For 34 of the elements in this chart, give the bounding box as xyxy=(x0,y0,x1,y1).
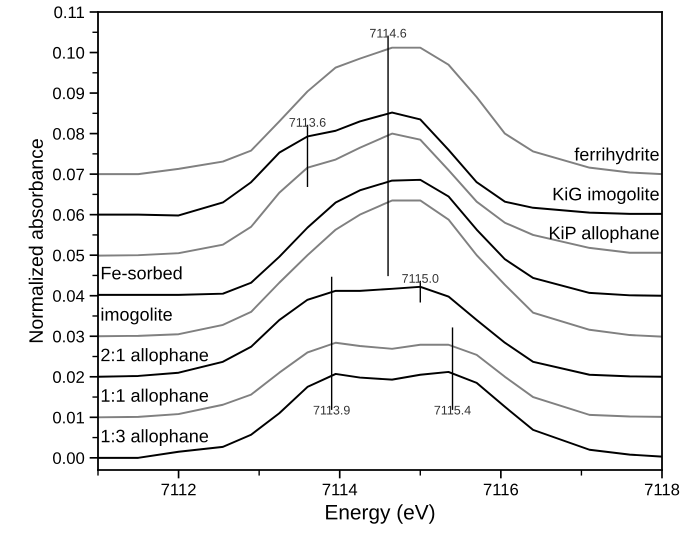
y-tick-label: 0.04 xyxy=(53,290,84,302)
annotation: 7114.6 xyxy=(370,28,406,38)
y-tick-label: 0.09 xyxy=(53,87,84,100)
y-axis-title: Normalized absorbance xyxy=(28,139,43,342)
y-tick-label: 0.11 xyxy=(54,6,84,18)
x-tick-label: 7114 xyxy=(322,484,358,496)
line-series xyxy=(98,132,662,257)
series-label: 1:3 allophane xyxy=(102,429,208,446)
series-label: Fe-sorbed xyxy=(102,266,182,280)
annotation: 7115.4 xyxy=(434,406,471,415)
y-tick-label: 0.07 xyxy=(53,168,84,180)
series-label: KiP allophane xyxy=(550,226,659,243)
x-axis-title: Energy (eV) xyxy=(326,504,434,524)
x-tick-label: 7116 xyxy=(484,484,518,496)
x-tick-label: 7112 xyxy=(162,484,196,496)
line-series xyxy=(98,46,662,176)
series-label: 1:1 allophane xyxy=(102,388,208,406)
annotation: 7113.9 xyxy=(314,406,350,415)
annotation: 7113.6 xyxy=(289,118,326,127)
y-tick-label: 0.02 xyxy=(53,371,84,383)
series-label: 2:1 allophane xyxy=(101,348,208,365)
y-tick-label: 0.01 xyxy=(53,412,84,424)
y-tick-label: 0.10 xyxy=(53,46,84,59)
line-series xyxy=(98,342,662,418)
y-tick-label: 0.05 xyxy=(53,250,84,262)
y-tick-label: 0.03 xyxy=(53,330,84,342)
series-label: imogolite xyxy=(102,308,172,324)
series-label: KiG imogolite xyxy=(554,187,659,204)
y-tick-label: 0.06 xyxy=(53,209,84,221)
y-tick-label: 0.00 xyxy=(53,452,84,464)
annotation: 7115.0 xyxy=(402,274,438,283)
y-tick-label: 0.08 xyxy=(53,128,84,140)
x-tick-label: 7118 xyxy=(644,484,680,496)
series-label: ferrihydrite xyxy=(574,147,659,164)
